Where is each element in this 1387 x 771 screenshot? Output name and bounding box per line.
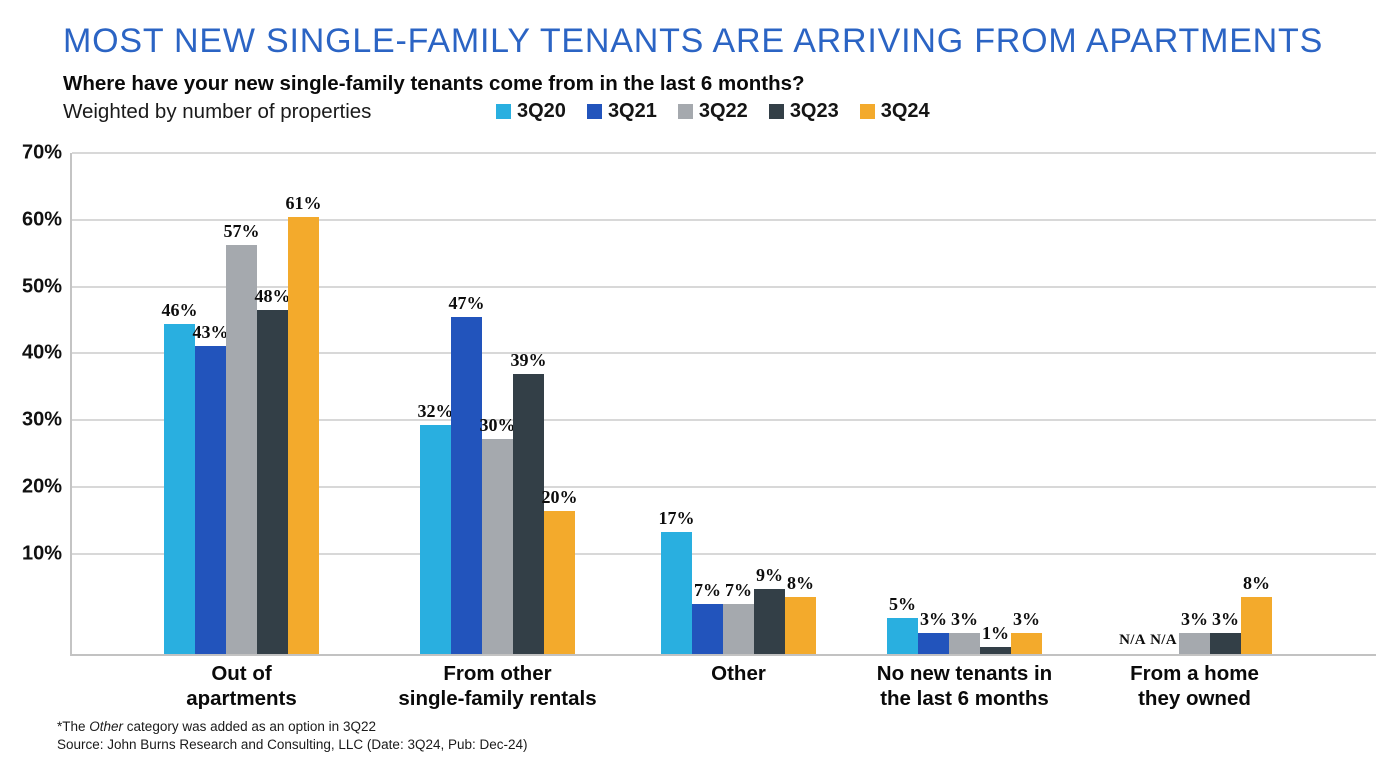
bar-value-label: 3% [920, 608, 947, 629]
legend-label: 3Q23 [789, 100, 839, 122]
gridline [72, 419, 1376, 422]
legend: 3Q20 3Q21 3Q22 3Q23 3Q24 [496, 100, 930, 123]
bar-3q20 [164, 324, 195, 654]
gridline [72, 285, 1376, 288]
bar-3q24 [288, 216, 319, 654]
legend-swatch-icon [496, 104, 511, 119]
y-tick-label: 30% [21, 408, 62, 431]
bar-na-label: N/A [1150, 632, 1177, 648]
footnote-other-category: *The Other category was added as an opti… [57, 719, 376, 734]
bar-3q23 [513, 374, 544, 654]
bar-group: 32% 47% 30% 39% 20% [418, 153, 578, 654]
bar-value-label: 3% [1013, 608, 1040, 629]
bar-3q23 [754, 589, 785, 654]
bar-value-label: 43% [192, 321, 229, 342]
category-label: From a home they owned [1130, 662, 1259, 710]
bar-value-label: 5% [889, 594, 916, 615]
plot-area: 46% 43% 57% 48% 61% Out of apartments 32% 47% 30… [70, 152, 1376, 710]
legend-label: 3Q20 [517, 100, 566, 122]
bar-value-label: 8% [787, 572, 814, 593]
bar-value-label: 48% [254, 285, 291, 306]
legend-swatch-icon [859, 104, 875, 119]
gridline [72, 218, 1376, 221]
y-tick-label: 10% [21, 542, 62, 565]
y-tick-label: 50% [21, 275, 62, 298]
bar-group: 17% 7% 7% 9% 8% [659, 153, 816, 654]
y-tick-label: 40% [21, 341, 62, 364]
bar-3q23 [980, 646, 1011, 654]
page-title: MOST NEW SINGLE-FAMILY TENANTS ARE ARRIV… [63, 22, 1324, 60]
legend-swatch-icon [586, 104, 602, 119]
category-label: Other [711, 662, 766, 685]
bar-value-label: 3% [1212, 608, 1239, 629]
legend-label: 3Q24 [880, 100, 930, 122]
bar-3q20 [661, 532, 692, 654]
legend-item-3q20: 3Q20 [496, 100, 566, 123]
bar-3q21 [451, 317, 482, 654]
bar-value-label: 3% [1181, 608, 1208, 629]
legend-label: 3Q21 [607, 100, 657, 122]
bar-3q22 [482, 438, 513, 654]
legend-item-3q21: 3Q21 [586, 100, 657, 123]
bar-value-label: 47% [448, 293, 485, 314]
bar-value-label: 7% [725, 579, 752, 600]
bar-3q21 [918, 632, 949, 654]
bar-value-label: 46% [161, 300, 198, 321]
category-label: From other single-family rentals [398, 662, 597, 710]
bar-value-label: 3% [951, 608, 978, 629]
bar-na-label: N/A [1119, 632, 1146, 648]
gridline [72, 486, 1376, 488]
bar-3q22 [723, 603, 754, 654]
category-label: No new tenants in the last 6 months [876, 662, 1053, 710]
bar-3q23 [1210, 632, 1241, 654]
bar-3q24 [544, 510, 575, 654]
bar-3q23 [257, 309, 288, 654]
bar-group: 5% 3% 3% 1% 3% [887, 153, 1042, 654]
gridline [72, 152, 1376, 154]
bar-value-label: 39% [510, 350, 547, 371]
bar-3q21 [195, 345, 226, 654]
bar-value-label: 61% [285, 192, 322, 213]
bar-3q20 [887, 618, 918, 654]
source-note: Source: John Burns Research and Consulti… [57, 736, 528, 752]
bar-value-label: 7% [694, 579, 721, 600]
bar-3q24 [1241, 596, 1272, 654]
bar-3q24 [1011, 632, 1042, 654]
footnotes: *The Other category was added as an opti… [57, 718, 528, 753]
legend-swatch-icon [677, 104, 693, 119]
bar-value-label: 9% [756, 565, 783, 586]
legend-item-3q23: 3Q23 [768, 100, 839, 123]
bar-3q24 [785, 596, 816, 654]
bar-group: N/A N/A 3% 3% 8% [1117, 153, 1272, 654]
weighting-note: Weighted by number of properties [63, 100, 372, 123]
bar-value-label: 8% [1243, 572, 1270, 593]
gridline [72, 552, 1376, 555]
bar-3q22 [1179, 632, 1210, 654]
bar-value-label: 20% [541, 486, 578, 507]
y-axis: 70% 60% 50% 40% 30% 20% 10% [0, 142, 63, 654]
legend-swatch-icon [768, 104, 784, 119]
bar-3q22 [226, 245, 257, 654]
bar-value-label: 17% [658, 508, 695, 529]
category-label: Out of apartments [186, 662, 297, 710]
bar-value-label: 1% [982, 622, 1009, 643]
bar-3q20 [420, 424, 451, 654]
y-tick-label: 20% [21, 475, 62, 498]
legend-item-3q24: 3Q24 [859, 100, 930, 123]
legend-item-3q22: 3Q22 [677, 100, 748, 123]
bar-value-label: 57% [223, 221, 260, 242]
bar-3q22 [949, 632, 980, 654]
chart-question-subtitle: Where have your new single-family tenant… [63, 72, 805, 95]
legend-label: 3Q22 [698, 100, 748, 122]
bar-value-label: 32% [417, 400, 454, 421]
bar-group: 46% 43% 57% 48% 61% [162, 153, 322, 654]
y-tick-label: 60% [21, 208, 62, 231]
gridline [72, 352, 1376, 355]
bar-3q21 [692, 603, 723, 654]
y-tick-label: 70% [21, 141, 62, 164]
bar-value-label: 30% [479, 414, 516, 435]
